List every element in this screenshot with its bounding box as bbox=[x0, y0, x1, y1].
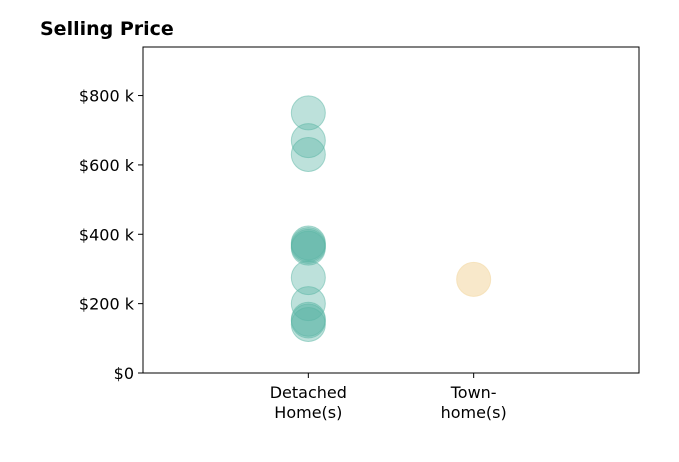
data-point bbox=[290, 137, 326, 173]
chart-title: Selling Price bbox=[40, 18, 174, 40]
plot-frame bbox=[142, 46, 640, 374]
data-point bbox=[290, 306, 326, 342]
data-point bbox=[290, 123, 326, 159]
y-tick-label: $800 k bbox=[79, 87, 135, 106]
y-tick-label: $400 k bbox=[79, 225, 135, 244]
y-tick-label: $200 k bbox=[79, 295, 135, 314]
y-tick-label: $600 k bbox=[79, 156, 135, 175]
data-point bbox=[290, 260, 326, 296]
data-point bbox=[290, 95, 326, 131]
x-tick-label: Detached Home(s) bbox=[270, 383, 347, 422]
chart-axes: $0 $200 k $400 k $600 k $800 k Detached Home(s… bbox=[79, 46, 640, 422]
x-tick-label: Town-home(s) bbox=[441, 383, 507, 422]
data-point bbox=[456, 261, 492, 297]
chart-marks bbox=[290, 95, 492, 342]
y-tick-label: $0 bbox=[114, 364, 134, 383]
data-point bbox=[290, 230, 326, 266]
